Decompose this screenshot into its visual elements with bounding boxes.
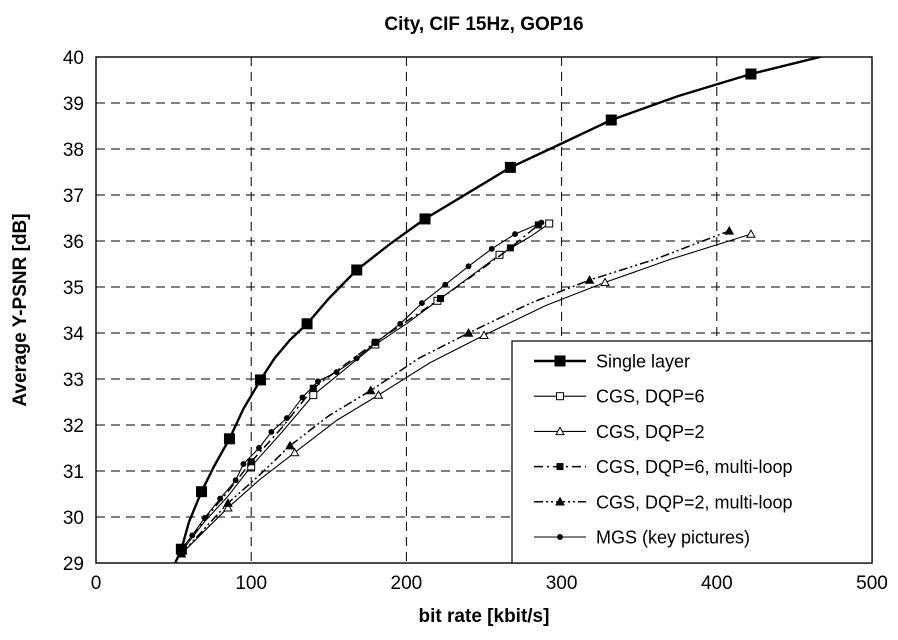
x-tick-label-5: 500 bbox=[856, 573, 888, 594]
x-tick-label-4: 400 bbox=[701, 573, 733, 594]
legend-swatch-marker-5 bbox=[558, 535, 563, 540]
series-0-point-4 bbox=[302, 319, 312, 329]
y-tick-label-4: 33 bbox=[63, 370, 84, 391]
series-5-point-18 bbox=[489, 246, 494, 251]
series-5-point-4 bbox=[233, 478, 238, 483]
legend-label-2: CGS, DQP=2 bbox=[596, 422, 705, 442]
series-0-point-1 bbox=[197, 487, 207, 497]
y-tick-label-0: 29 bbox=[63, 554, 84, 575]
y-axis-label: Average Y-PSNR [dB] bbox=[10, 213, 31, 406]
y-tick-label-11: 40 bbox=[63, 48, 84, 69]
y-tick-label-6: 35 bbox=[63, 278, 84, 299]
legend-swatch-marker-0 bbox=[555, 356, 565, 366]
series-1-point-6 bbox=[546, 220, 553, 227]
series-5-point-9 bbox=[300, 395, 305, 400]
x-axis-label: bit rate [kbit/s] bbox=[419, 606, 550, 627]
y-tick-label-7: 36 bbox=[63, 232, 84, 253]
series-2-point-4 bbox=[480, 331, 488, 338]
series-5-point-1 bbox=[190, 533, 195, 538]
series-0-point-8 bbox=[606, 115, 616, 125]
x-tick-label-1: 100 bbox=[235, 573, 267, 594]
y-tick-label-10: 39 bbox=[63, 94, 84, 115]
legend-swatch-marker-3 bbox=[557, 464, 563, 470]
series-5-point-10 bbox=[315, 379, 320, 384]
series-1 bbox=[178, 220, 553, 555]
y-tick-label-9: 38 bbox=[63, 140, 84, 161]
series-0-point-2 bbox=[224, 434, 234, 444]
series-5-point-19 bbox=[513, 232, 518, 237]
series-0-point-6 bbox=[420, 214, 430, 224]
series-5-point-3 bbox=[218, 496, 223, 501]
series-5-point-8 bbox=[284, 416, 289, 421]
legend: Single layer CGS, DQP=6 CGS, DQP=2 CGS, DQP… bbox=[512, 341, 872, 563]
x-tick-label-2: 200 bbox=[391, 573, 423, 594]
y-tick-label-3: 32 bbox=[63, 416, 84, 437]
series-4-point-5 bbox=[586, 276, 594, 283]
series-5-point-17 bbox=[466, 264, 471, 269]
y-tick-label-5: 34 bbox=[63, 324, 85, 345]
series-0-point-7 bbox=[505, 162, 515, 172]
series-2-point-3 bbox=[374, 391, 382, 398]
series-0-point-9 bbox=[746, 69, 756, 79]
chart-title: City, CIF 15Hz, GOP16 bbox=[384, 14, 583, 35]
series-0-point-3 bbox=[256, 375, 266, 385]
series-3-point-5 bbox=[507, 245, 513, 251]
series-5-point-14 bbox=[398, 321, 403, 326]
series-0-point-5 bbox=[352, 265, 362, 275]
series-2-point-6 bbox=[747, 230, 755, 237]
series-3-point-4 bbox=[438, 296, 444, 302]
x-tick-label-3: 300 bbox=[546, 573, 578, 594]
x-tick-label-0: 0 bbox=[91, 573, 102, 594]
series-1-point-2 bbox=[310, 392, 317, 399]
series-3-point-1 bbox=[248, 459, 254, 465]
legend-swatch-marker-1 bbox=[557, 393, 564, 400]
y-tick-label-8: 37 bbox=[63, 186, 84, 207]
series-2-point-2 bbox=[291, 449, 299, 456]
legend-label-3: CGS, DQP=6, multi-loop bbox=[596, 457, 793, 477]
y-tick-label-2: 31 bbox=[63, 462, 84, 483]
series-5-point-16 bbox=[443, 282, 448, 287]
series-5-point-2 bbox=[202, 515, 207, 520]
legend-label-0: Single layer bbox=[596, 352, 690, 372]
series-5-point-0 bbox=[179, 547, 184, 552]
legend-label-1: CGS, DQP=6 bbox=[596, 387, 705, 407]
series-5-point-15 bbox=[419, 301, 424, 306]
series-5-point-5 bbox=[241, 462, 246, 467]
series-5-point-12 bbox=[354, 356, 359, 361]
series-5-point-13 bbox=[373, 341, 378, 346]
series-line-1 bbox=[181, 224, 549, 552]
series-4-point-3 bbox=[367, 387, 375, 394]
series-5-point-20 bbox=[539, 220, 544, 225]
series-5-point-11 bbox=[334, 370, 339, 375]
series-5-point-6 bbox=[257, 446, 262, 451]
y-tick-label-1: 30 bbox=[63, 508, 84, 529]
legend-label-5: MGS (key pictures) bbox=[596, 528, 750, 548]
legend-label-4: CGS, DQP=2, multi-loop bbox=[596, 492, 793, 512]
series-5-point-7 bbox=[269, 429, 274, 434]
series-4-point-6 bbox=[725, 227, 733, 234]
